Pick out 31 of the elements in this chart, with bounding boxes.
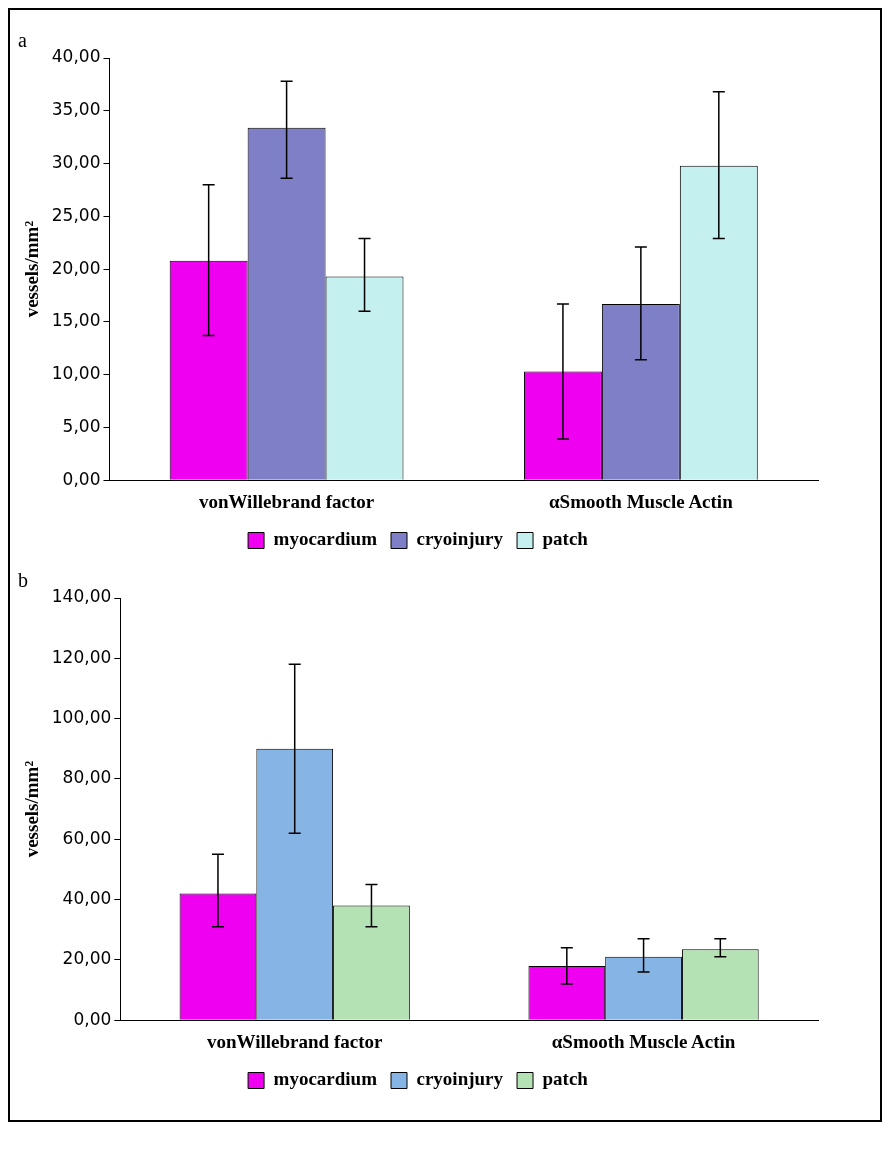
y-tick-label: 60,00 (62, 827, 112, 848)
chart-title: a (18, 29, 27, 52)
y-axis-title: vessels/mm² (21, 220, 43, 318)
y-tick-label: 30,00 (51, 151, 101, 172)
y-tick-label: 15,00 (51, 310, 101, 331)
y-tick-label: 0,00 (62, 468, 101, 489)
x-tick-label: vonWillebrand factor (207, 1030, 383, 1052)
y-tick-label: 40,00 (62, 887, 112, 908)
y-tick-label: 140,00 (51, 586, 112, 607)
chart-title: b (18, 569, 28, 592)
y-tick-label: 10,00 (51, 363, 101, 384)
legend-label: patch (542, 1068, 589, 1090)
y-tick-label: 80,00 (62, 767, 112, 788)
y-tick-label: 25,00 (51, 204, 101, 225)
legend-label: myocardium (273, 528, 378, 550)
legend-label: myocardium (273, 1068, 378, 1090)
x-tick-label: αSmooth Muscle Actin (549, 490, 734, 512)
y-axis-title: vessels/mm² (21, 760, 43, 858)
y-tick-label: 0,00 (73, 1008, 112, 1029)
y-tick-label: 5,00 (62, 415, 101, 436)
y-tick-label: 100,00 (51, 707, 112, 728)
y-tick-label: 40,00 (51, 46, 101, 67)
y-tick-label: 35,00 (51, 99, 101, 120)
x-tick-label: αSmooth Muscle Actin (551, 1030, 736, 1052)
y-tick-label: 120,00 (51, 646, 112, 667)
legend-label: patch (542, 528, 589, 550)
x-tick-label: vonWillebrand factor (198, 490, 375, 512)
y-tick-label: 20,00 (51, 257, 101, 278)
legend-label: cryoinjury (416, 1068, 504, 1090)
y-tick-label: 20,00 (62, 948, 112, 969)
legend-label: cryoinjury (416, 528, 504, 550)
